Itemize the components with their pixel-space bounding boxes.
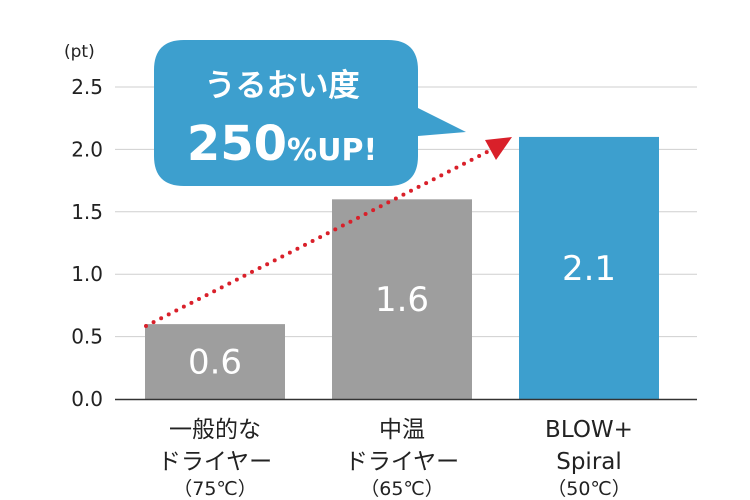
bars: 0.6 1.6 2.1 — [145, 136, 659, 400]
bar — [145, 324, 285, 399]
y-tick-label: 2.5 — [71, 75, 103, 99]
bar — [332, 199, 472, 399]
y-axis-ticks: 0.0 0.5 1.0 1.5 2.0 2.5 — [71, 75, 103, 411]
bar-value-label: 1.6 — [375, 280, 429, 320]
callout-percent-number: 250 — [187, 116, 287, 172]
y-tick-label: 1.5 — [71, 200, 103, 224]
bar — [519, 136, 659, 400]
category-sublabel: （50℃） — [547, 478, 631, 500]
category-label: 一般的な — [169, 417, 261, 443]
category-label: Spiral — [556, 449, 622, 475]
callout-bubble: うるおい度 250%UP! — [154, 40, 466, 186]
y-tick-label: 0.0 — [71, 387, 103, 411]
category-label: BLOW+ — [545, 417, 633, 443]
y-tick-label: 2.0 — [71, 137, 103, 161]
y-axis-unit-label: (pt) — [64, 42, 95, 62]
speech-bubble — [154, 40, 466, 186]
callout-percent-suffix: %UP! — [287, 133, 377, 168]
callout-value: 250%UP! — [187, 116, 377, 172]
y-tick-label: 0.5 — [71, 325, 103, 349]
y-tick-label: 1.0 — [71, 262, 103, 286]
category-label: ドライヤー — [345, 449, 459, 475]
category-label: ドライヤー — [158, 449, 272, 475]
category-sublabel: （65℃） — [360, 478, 444, 500]
category-sublabel: （75℃） — [173, 478, 257, 500]
callout-title: うるおい度 — [205, 68, 360, 104]
category-label: 中温 — [379, 417, 425, 443]
arrow-head-icon — [485, 137, 512, 160]
bar-value-label: 0.6 — [188, 343, 242, 383]
bar-value-label: 2.1 — [562, 249, 616, 289]
trend-arrow — [144, 137, 512, 328]
